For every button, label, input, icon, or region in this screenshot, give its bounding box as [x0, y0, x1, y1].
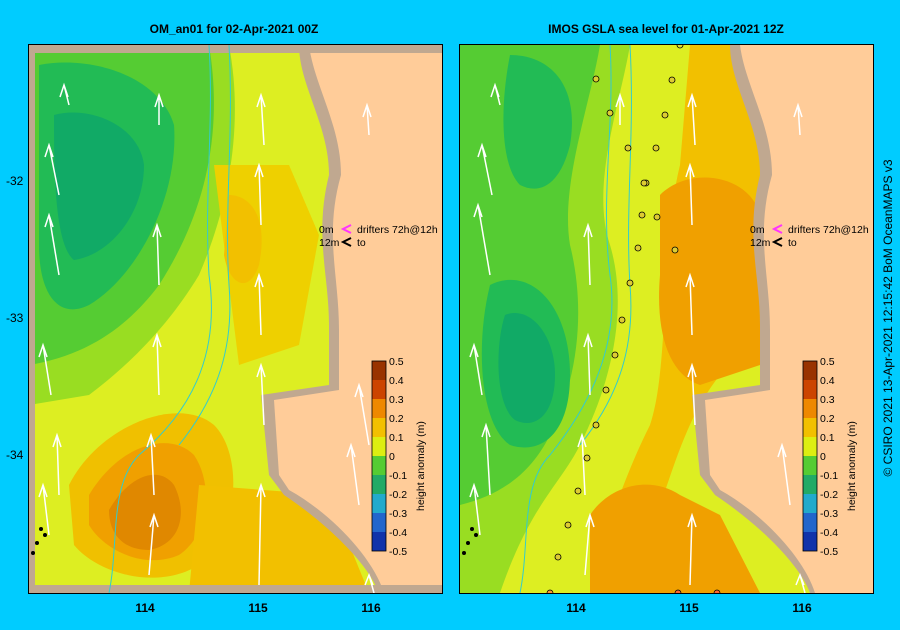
colorbar-tick: 0.5 — [389, 356, 404, 368]
legend-drifters-text: drifters 72h@12h — [357, 224, 438, 236]
drifter-legend: 0m drifters 72h@12h 12m to — [750, 224, 869, 249]
colorbar-tick: -0.5 — [820, 546, 838, 558]
drifter-legend: 0m drifters 72h@12h 12m to — [319, 224, 438, 249]
colorbar-label: height anomaly (m) — [415, 421, 427, 511]
colorbar-tick: 0 — [389, 451, 395, 463]
colorbar: 0.5 0.4 0.3 0.2 0.1 0 -0.1 -0.2 -0.3 -0.… — [371, 356, 427, 558]
frame-edge — [29, 585, 442, 593]
bathymetry-line — [178, 45, 231, 446]
x-tick-label: 114 — [566, 601, 586, 615]
drifter-tracks — [31, 527, 47, 555]
right-map-panel[interactable]: 0m drifters 72h@12h 12m to 0.5 0.4 0.3 0… — [459, 44, 874, 594]
legend-depth-0m: 0m — [750, 224, 765, 236]
land — [274, 45, 442, 593]
colorbar-tick: 0.5 — [820, 356, 835, 368]
colorbar: 0.5 0.4 0.3 0.2 0.1 0 -0.1 -0.2 -0.3 -0.… — [802, 356, 858, 558]
legend-depth-0m: 0m — [319, 224, 334, 236]
colorbar-tick: 0.1 — [389, 432, 404, 444]
left-map-svg: 0m drifters 72h@12h 12m to 0.5 0.4 0.3 0… — [29, 45, 442, 593]
colorbar-tick: -0.3 — [389, 508, 407, 520]
colorbar-tick: -0.5 — [389, 546, 407, 558]
left-panel-title: OM_an01 for 02-Apr-2021 00Z — [149, 22, 319, 36]
x-tick-label: 116 — [361, 601, 381, 615]
legend-to-text: to — [357, 237, 366, 249]
anomaly-contour — [498, 313, 555, 423]
colorbar-tick: -0.3 — [820, 508, 838, 520]
anomaly-contour — [54, 112, 144, 260]
right-map-svg: 0m drifters 72h@12h 12m to 0.5 0.4 0.3 0… — [460, 45, 873, 593]
colorbar-tick: -0.4 — [389, 527, 407, 539]
x-tick-label: 114 — [135, 601, 155, 615]
colorbar-tick: 0.2 — [820, 413, 835, 425]
colorbar-tick: 0.3 — [820, 394, 835, 406]
arrow-icon-black — [771, 237, 783, 247]
arrow-icon-magenta — [340, 224, 352, 234]
colorbar-tick: -0.1 — [820, 470, 838, 482]
arrow-icon-black — [340, 237, 352, 247]
legend-depth-12m: 12m — [319, 237, 340, 249]
frame-edge — [29, 45, 442, 53]
anomaly-contour — [503, 55, 572, 189]
colorbar-tick: -0.1 — [389, 470, 407, 482]
legend-to-text: to — [788, 237, 797, 249]
bathymetry-line — [519, 45, 613, 593]
current-vectors — [38, 82, 375, 593]
colorbar-tick: 0.2 — [389, 413, 404, 425]
legend-depth-12m: 12m — [750, 237, 771, 249]
y-tick-label: -32 — [6, 174, 24, 188]
frame-edge — [29, 45, 35, 593]
right-panel-title: IMOS GSLA sea level for 01-Apr-2021 12Z — [548, 22, 784, 36]
legend-drifters-text: drifters 72h@12h — [788, 224, 869, 236]
colorbar-tick: 0.4 — [820, 375, 835, 387]
colorbar-tick: -0.2 — [389, 489, 407, 501]
credit-text: © CSIRO 2021 13-Apr-2021 12:15:42 BoM Oc… — [881, 159, 895, 477]
colorbar-tick: -0.2 — [820, 489, 838, 501]
current-vectors — [469, 82, 806, 593]
x-tick-label: 115 — [248, 601, 268, 615]
y-tick-label: -34 — [6, 448, 24, 462]
arrow-icon-magenta — [771, 224, 783, 234]
x-tick-label: 115 — [679, 601, 699, 615]
colorbar-label: height anomaly (m) — [846, 421, 858, 511]
anomaly-contour — [659, 177, 760, 385]
colorbar-tick: 0.1 — [820, 432, 835, 444]
anomaly-contour — [224, 195, 262, 284]
drifter-tracks — [462, 527, 478, 555]
y-tick-label: -33 — [6, 311, 24, 325]
bathymetry-line — [108, 45, 212, 593]
land — [705, 45, 873, 593]
colorbar-tick: 0.3 — [389, 394, 404, 406]
colorbar-tick: 0.4 — [389, 375, 404, 387]
anomaly-contour — [590, 484, 760, 593]
colorbar-tick: -0.4 — [820, 527, 838, 539]
track-circles — [546, 45, 721, 593]
left-map-panel[interactable]: 0m drifters 72h@12h 12m to 0.5 0.4 0.3 0… — [28, 44, 443, 594]
colorbar-tick: 0 — [820, 451, 826, 463]
x-tick-label: 116 — [792, 601, 812, 615]
anomaly-contour — [109, 474, 181, 550]
